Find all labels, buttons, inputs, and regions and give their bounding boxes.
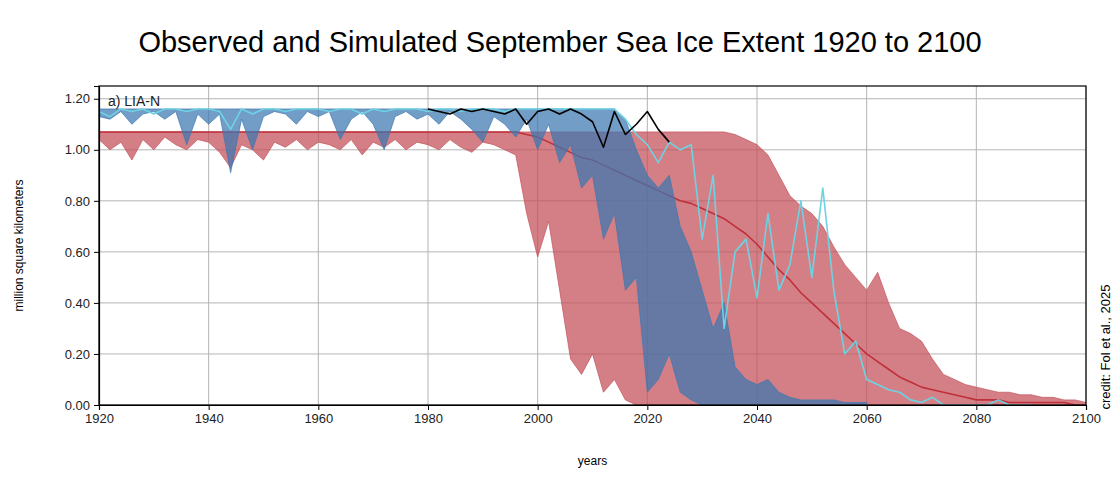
y-tick-label: 0.80 [65, 194, 90, 209]
x-tick: 2000 [524, 405, 553, 426]
x-tick-label: 1920 [85, 411, 114, 426]
x-tick-mark [867, 405, 868, 410]
chart-svg: 1920 1940 1960 1980 2000 2020 2040 2060 2080 2100… [0, 0, 1120, 482]
x-tick-mark [538, 405, 539, 410]
grid-line-y [99, 98, 1086, 99]
y-tick-mark [94, 405, 99, 406]
y-tick-label: 0.40 [65, 296, 90, 311]
marks [99, 109, 1086, 405]
y-tick: 0.20 [65, 347, 99, 362]
axis-line [100, 406, 1087, 411]
y-tick-mark [94, 150, 99, 151]
y-tick-label: 1.00 [65, 142, 90, 157]
x-tick-label: 1980 [414, 411, 443, 426]
x-tick-mark [647, 405, 648, 410]
x-axis-title: years [578, 454, 607, 468]
x-axis: 1920 1940 1960 1980 2000 2020 2040 2060 2080 2100 [85, 405, 1101, 426]
y-tick: 0.60 [65, 245, 99, 260]
x-tick: 2040 [743, 405, 772, 426]
x-tick: 2060 [853, 405, 882, 426]
y-tick: 1.20 [65, 91, 99, 106]
y-tick: 0.80 [65, 194, 99, 209]
x-tick-mark [757, 405, 758, 410]
x-tick-label: 1940 [195, 411, 224, 426]
grid-line-x [976, 86, 977, 405]
x-tick-label: 2020 [633, 411, 662, 426]
x-tick-mark [318, 405, 319, 410]
x-tick: 1940 [195, 405, 224, 426]
range-band [99, 109, 867, 405]
x-tick-mark [1086, 405, 1087, 410]
chart-container: 1920 1940 1960 1980 2000 2020 2040 2060 2080 2100… [0, 0, 1120, 482]
x-tick: 2020 [633, 405, 662, 426]
y-tick-mark [94, 252, 99, 253]
plot-frame [99, 86, 1086, 405]
x-tick-label: 2040 [743, 411, 772, 426]
x-tick: 1980 [414, 405, 443, 426]
y-axis-title: million square kilometers [12, 179, 26, 311]
y-tick-label: 1.20 [65, 91, 90, 106]
y-tick-label: 0.60 [65, 245, 90, 260]
x-tick-label: 2080 [962, 411, 991, 426]
x-tick-label: 2060 [853, 411, 882, 426]
x-tick: 2100 [1072, 405, 1101, 426]
y-tick-mark [94, 303, 99, 304]
x-tick-label: 2000 [524, 411, 553, 426]
x-tick-label: 2100 [1072, 411, 1101, 426]
y-axis: 0.00 0.20 0.40 0.60 0.80 1.00 1.20 [65, 87, 100, 413]
chart-title: Observed and Simulated September Sea Ice… [138, 26, 981, 58]
y-tick-label: 0.00 [65, 398, 90, 413]
x-tick-mark [209, 405, 210, 410]
y-tick-mark [94, 99, 99, 100]
x-tick-mark [976, 405, 977, 410]
panel-label: a) LIA-N [108, 93, 160, 109]
y-tick: 1.00 [65, 142, 99, 157]
y-tick-label: 0.20 [65, 347, 90, 362]
x-tick-mark [428, 405, 429, 410]
y-tick-mark [94, 354, 99, 355]
x-tick: 1960 [304, 405, 333, 426]
y-tick: 0.00 [65, 398, 99, 413]
series-line [99, 109, 1031, 405]
y-tick: 0.40 [65, 296, 99, 311]
x-tick-label: 1960 [304, 411, 333, 426]
series-line [428, 109, 669, 147]
x-tick: 2080 [962, 405, 991, 426]
grid [99, 86, 1086, 405]
credit-note: credit: Fol et al., 2025 [1098, 284, 1113, 409]
y-tick-mark [94, 201, 99, 202]
